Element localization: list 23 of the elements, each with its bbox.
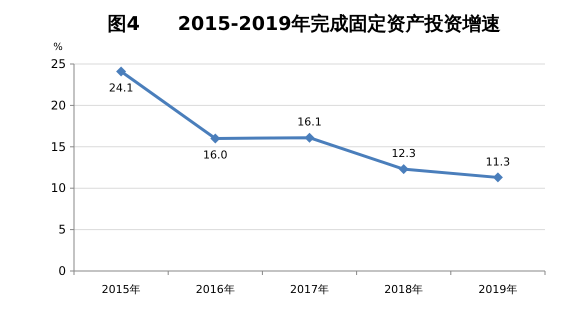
data-label: 11.3 (486, 155, 510, 168)
x-tick-label: 2019年 (478, 283, 518, 296)
point (210, 134, 220, 144)
x-tick-label: 2016年 (196, 283, 235, 296)
x-tick-label: 2017年 (290, 283, 329, 296)
point (116, 66, 126, 76)
y-tick-label: 0 (58, 264, 66, 278)
y-tick-label: 20 (50, 98, 66, 112)
point (492, 172, 503, 182)
y-axis-title: % (53, 42, 63, 53)
chart-title: 图4 2015-2019年完成固定资产投资增速 (108, 13, 500, 35)
y-tick-label: 15 (50, 140, 66, 154)
x-tick-label: 2018年 (384, 283, 424, 296)
y-tick-label: 5 (58, 222, 66, 237)
y-tick-label: 25 (50, 57, 66, 71)
data-label: 24.1 (108, 81, 134, 94)
data-label: 16.1 (297, 116, 322, 129)
data-label: 16.0 (203, 148, 228, 162)
data-label: 12.3 (391, 147, 416, 160)
point (304, 132, 314, 143)
y-tick-label: 10 (50, 181, 66, 196)
x-tick-label: 2015年 (102, 283, 141, 296)
point (398, 164, 409, 174)
